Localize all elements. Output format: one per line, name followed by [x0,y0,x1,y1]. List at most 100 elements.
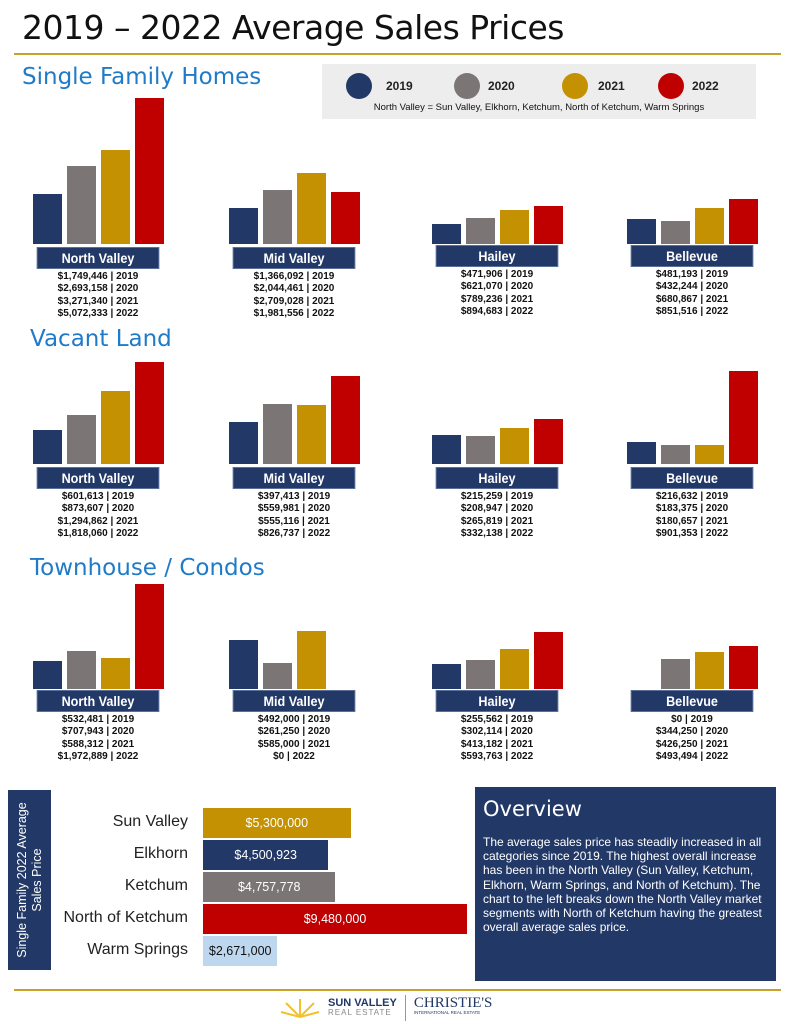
bar-hailey-2020 [466,659,495,689]
value-label: $532,481 | 2019 [61,714,135,725]
legend: 2019 2020 2021 2022 North Valley = Sun V… [322,64,756,119]
value-label: $555,116 | 2021 [258,515,330,527]
value-label: $208,947 | 2020 [460,503,534,515]
value-label: $432,244 | 2020 [655,281,729,293]
bar-north-valley-2020 [67,166,96,244]
group-label: Bellevue [630,690,754,712]
group-label: Bellevue [630,467,754,489]
value-label: $789,236 | 2021 [460,293,534,305]
group-label: Mid Valley [232,467,356,489]
group-values: $471,906 | 2019 $621,070 | 2020 $789,236 |… [429,269,565,318]
hbar-elkhorn: $4,500,923 [203,840,329,870]
hbar-north-of-ketchum: $9,480,000 [203,904,467,934]
overview-title: Overview [483,797,582,821]
hbar-warm-springs: $2,671,000 [203,936,278,966]
group-values: $532,481 | 2019 $707,943 | 2020 $588,312 |… [30,714,166,763]
group-label: Bellevue [630,245,754,267]
legend-label: 2020 [488,79,515,93]
bar-mid-valley-2020 [263,404,292,464]
value-label: $471,906 | 2019 [460,269,534,280]
bar-north-valley-2019 [33,193,62,244]
bar-north-valley-2022 [135,98,164,244]
footer-logos: SUN VALLEY REAL ESTATE CHRISTIE'S INTERN… [280,994,492,1022]
bar-mid-valley-2022 [331,376,360,464]
category-label: Warm Springs [87,941,188,958]
group-values: $492,000 | 2019 $261,250 | 2020 $585,000 |… [226,714,362,763]
sun-logo-icon [280,999,320,1018]
overview-panel: Overview The average sales price has ste… [475,787,776,981]
value-label: $588,312 | 2021 [61,738,135,750]
bar-north-valley-2021 [101,391,130,464]
value-label: $261,250 | 2020 [257,726,331,738]
group-values: $1,749,446 | 2019 $2,693,158 | 2020 $3,271… [30,271,166,320]
value-label: $183,375 | 2020 [655,503,729,515]
value-label: $680,867 | 2021 [655,293,729,305]
bar-bellevue-2022 [729,646,758,689]
category-label: Elkhorn [133,845,188,862]
value-label: $265,819 | 2021 [460,515,534,527]
group-label: North Valley [36,690,160,712]
value-label: $707,943 | 2020 [61,726,135,738]
category-label: Ketchum [124,877,188,894]
group-values: $216,632 | 2019 $183,375 | 2020 $180,657 |… [624,491,760,540]
bar-north-valley-2021 [101,657,130,689]
value-label: $1,749,446 | 2019 [57,271,139,282]
bar-bellevue-2019 [627,218,656,244]
bar-hailey-2019 [432,664,461,689]
value-label: $492,000 | 2019 [257,714,331,725]
page-title: 2019 – 2022 Average Sales Prices [22,8,564,47]
group-label: Hailey [435,467,559,489]
group-label: Hailey [435,690,559,712]
bar-north-valley-2020 [67,651,96,689]
value-label: $302,114 | 2020 [461,726,533,738]
group-values: $397,413 | 2019 $559,981 | 2020 $555,116 |… [226,491,362,540]
sun-valley-logo: SUN VALLEY REAL ESTATE [328,997,397,1018]
bar-mid-valley-2020 [263,663,292,689]
value-label: $413,182 | 2021 [460,738,534,750]
legend-swatch-2021 [562,73,588,99]
hbar-ketchum: $4,757,778 [203,872,336,902]
bar-hailey-2022 [534,206,563,244]
bar-bellevue-2021 [695,651,724,689]
logo-separator [404,995,406,1021]
bar-north-valley-2019 [33,660,62,689]
horizontal-chart-title: Single Family 2022 Average Sales Price [8,790,51,970]
value-label: $826,737 | 2022 [257,527,331,539]
group-label: North Valley [36,247,160,269]
section-title-vacant-land: Vacant Land [30,326,172,352]
value-label: $1,972,889 | 2022 [57,750,139,762]
value-label: $873,607 | 2020 [61,503,135,515]
bar-hailey-2022 [534,419,563,464]
group-values: $1,366,092 | 2019 $2,044,461 | 2020 $2,709… [226,271,362,320]
value-label: $2,693,158 | 2020 [57,283,139,295]
category-label: North of Ketchum [63,909,189,926]
bar-north-valley-2019 [33,430,62,464]
bar-mid-valley-2019 [229,208,258,244]
bar-hailey-2021 [500,427,529,464]
bar-hailey-2020 [466,217,495,244]
value-label: $215,259 | 2019 [460,491,534,502]
legend-note: North Valley = Sun Valley, Elkhorn, Ketc… [373,102,705,113]
bar-mid-valley-2019 [229,421,258,464]
value-label: $601,613 | 2019 [61,491,135,502]
legend-swatch-2020 [454,73,480,99]
bar-hailey-2022 [534,632,563,689]
bar-north-valley-2021 [101,149,130,244]
bar-hailey-2020 [466,435,495,464]
bar-mid-valley-2021 [297,173,326,244]
value-label: $216,632 | 2019 [655,491,729,502]
legend-swatch-2022 [658,73,684,99]
section-title-single-family: Single Family Homes [22,64,262,90]
bar-bellevue-2022 [729,199,758,244]
category-label: Sun Valley [112,813,188,830]
bar-north-valley-2022 [135,362,164,464]
bar-north-valley-2022 [135,584,164,689]
value-label: $1,366,092 | 2019 [253,271,335,282]
group-label: Mid Valley [232,247,356,269]
bar-hailey-2021 [500,210,529,244]
bar-mid-valley-2021 [297,404,326,464]
value-label: $621,070 | 2020 [460,281,534,293]
bar-hailey-2019 [432,223,461,244]
value-label: $901,353 | 2022 [655,527,729,539]
group-values: $0 | 2019 $344,250 | 2020 $426,250 | 2021 $… [624,714,760,763]
